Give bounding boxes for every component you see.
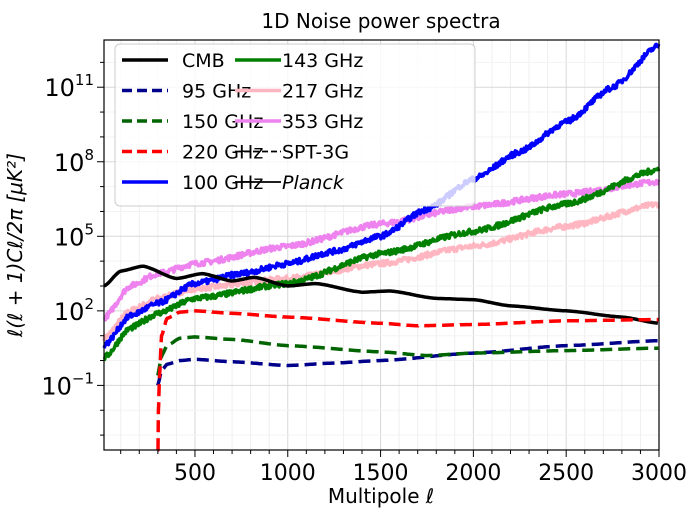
y-tick-label: 10−1 — [41, 369, 94, 400]
y-tick-base: 10 — [54, 149, 85, 177]
legend: CMB 95 GHz 150 GHz 220 GHz 100 GHz 143 GHz 217… — [114, 43, 476, 207]
series-line-150-ghz — [156, 335, 659, 376]
legend-label: 150 GHz — [182, 111, 263, 133]
series-line-353-ghz — [102, 178, 661, 322]
x-tick-label: 1500 — [353, 461, 409, 486]
series-line-220-ghz — [156, 309, 661, 452]
y-tick-exponent: 8 — [84, 146, 94, 164]
legend-label: Planck — [282, 172, 345, 194]
x-tick-label: 3000 — [631, 461, 687, 486]
y-tick-exponent: −1 — [72, 369, 94, 387]
legend-label: 353 GHz — [282, 111, 363, 133]
series-line-cmb — [103, 264, 659, 325]
y-tick-label: 108 — [54, 146, 94, 177]
legend-label: 100 GHz — [182, 172, 263, 194]
series-line-95-ghz — [156, 338, 659, 386]
legend-label: 217 GHz — [282, 81, 363, 103]
x-axis: 500 1000 1500 2000 2500 3000 — [120, 450, 687, 486]
y-tick-exponent: 2 — [84, 295, 94, 313]
y-tick-base: 10 — [44, 74, 75, 102]
x-tick-label: 2000 — [445, 461, 501, 486]
x-tick-label: 2500 — [538, 461, 594, 486]
y-tick-base: 10 — [54, 298, 85, 326]
y-tick-exponent: 11 — [75, 71, 94, 89]
y-tick-label: 105 — [54, 220, 94, 251]
chart-title: 1D Noise power spectra — [261, 9, 500, 33]
legend-label: 95 GHz — [182, 81, 251, 103]
legend-box — [114, 43, 476, 207]
y-tick-label: 1011 — [44, 71, 94, 102]
x-tick-label: 500 — [174, 461, 216, 486]
y-tick-label: 102 — [54, 295, 94, 326]
plot-frame — [103, 39, 660, 451]
x-axis-label: Multipole ℓ — [328, 484, 434, 508]
y-tick-base: 10 — [41, 372, 72, 400]
y-tick-base: 10 — [54, 223, 85, 251]
series-group — [102, 42, 661, 452]
legend-label: SPT-3G — [282, 142, 349, 164]
x-tick-label: 1000 — [260, 461, 316, 486]
legend-label: 143 GHz — [282, 50, 363, 72]
y-axis-label: ℓ(ℓ + 1)Cℓ/2π [μK²] — [3, 153, 27, 338]
y-tick-exponent: 5 — [84, 220, 94, 238]
legend-label: 220 GHz — [182, 142, 263, 164]
legend-label: CMB — [182, 50, 225, 72]
series-line-217-ghz — [102, 201, 661, 342]
series-line-100-ghz — [102, 42, 661, 349]
series-line-143-ghz — [102, 166, 661, 362]
